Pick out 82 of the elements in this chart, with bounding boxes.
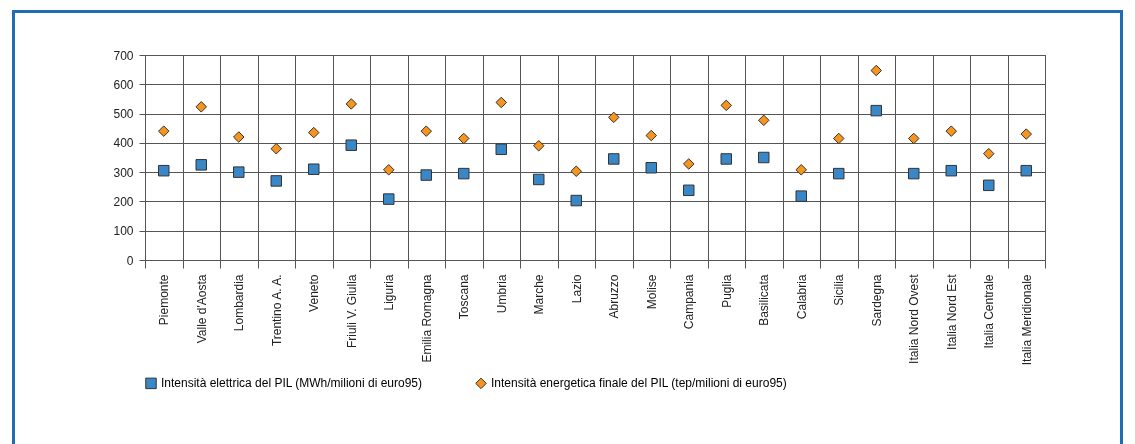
x-tick-label: Puglia	[719, 274, 734, 308]
x-tick-label: Lombardia	[232, 274, 247, 332]
y-tick-label: 300	[113, 165, 134, 180]
y-tick-label: 600	[113, 77, 134, 92]
point	[683, 158, 695, 170]
point	[1020, 164, 1032, 177]
point	[570, 165, 582, 178]
point	[308, 163, 320, 175]
x-tick-label: Molise	[644, 274, 659, 310]
x-tick-label: Abruzzo	[607, 274, 622, 319]
point	[645, 129, 657, 142]
point	[308, 126, 320, 139]
point	[345, 98, 357, 110]
point	[908, 167, 920, 180]
point	[795, 164, 807, 176]
x-tick-label: Marche	[532, 274, 547, 315]
point	[158, 164, 170, 177]
point	[870, 64, 882, 77]
point	[983, 147, 995, 160]
x-tick-label: Italia Meridionale	[1019, 274, 1034, 366]
x-tick-label: Sardegna	[869, 274, 884, 327]
point	[383, 164, 395, 176]
y-tick-label: 400	[113, 136, 134, 151]
point	[458, 167, 470, 180]
point	[720, 153, 732, 165]
point	[420, 125, 432, 137]
x-tick-label: Basilicata	[757, 274, 772, 326]
point	[945, 164, 957, 177]
legend-label: Intensità elettrica del PIL (MWh/milioni di euro95)	[161, 376, 422, 391]
x-tick-label: Veneto	[307, 274, 322, 312]
y-tick-label: 0	[126, 253, 134, 268]
point	[533, 140, 545, 152]
point	[158, 125, 170, 137]
point	[270, 175, 282, 187]
point	[495, 96, 507, 109]
point	[1020, 128, 1032, 140]
y-tick-label: 100	[113, 224, 134, 239]
x-tick-label: Campania	[682, 274, 697, 330]
point	[720, 99, 732, 112]
point	[195, 101, 207, 113]
x-tick-label: Emilia Romagna	[419, 274, 434, 363]
x-tick-label: Valle d'Aosta	[194, 274, 209, 344]
x-tick-label: Friuli V. Giulia	[344, 274, 359, 349]
point	[833, 132, 845, 145]
point	[945, 125, 957, 137]
x-tick-label: Toscana	[457, 274, 472, 320]
point	[608, 111, 620, 124]
point	[645, 162, 657, 174]
point	[795, 190, 807, 202]
point	[270, 142, 282, 155]
point	[683, 184, 695, 197]
point	[758, 114, 770, 127]
x-tick-label: Piemonte	[157, 274, 172, 326]
point	[233, 131, 245, 143]
y-tick-label: 500	[113, 107, 134, 122]
x-tick-label: Italia Centrale	[982, 274, 997, 349]
point	[383, 193, 395, 205]
point	[233, 166, 245, 178]
x-tick-label: Italia Nord Ovest	[907, 273, 922, 364]
x-tick-label: Trentino A. A.	[269, 274, 284, 347]
point	[833, 167, 845, 180]
y-tick-label: 700	[113, 48, 134, 63]
x-tick-label: Umbria	[494, 274, 509, 314]
point	[495, 143, 507, 156]
point	[420, 169, 432, 181]
x-tick-label: Sicilia	[832, 274, 847, 306]
point	[608, 153, 620, 165]
x-tick-label: Liguria	[382, 274, 397, 311]
point	[345, 139, 357, 151]
point	[195, 159, 207, 171]
point	[870, 104, 882, 117]
legend-label: Intensità energetica finale del PIL (tep/milioni di euro95)	[491, 376, 787, 391]
point	[570, 194, 582, 207]
point	[983, 179, 995, 192]
point	[458, 132, 470, 145]
point	[908, 132, 920, 145]
x-tick-label: Lazio	[569, 274, 584, 304]
point	[533, 173, 545, 186]
x-tick-label: Calabria	[794, 274, 809, 320]
point	[758, 151, 770, 164]
y-tick-label: 200	[113, 194, 134, 209]
x-tick-label: Italia Nord Est	[944, 273, 959, 350]
